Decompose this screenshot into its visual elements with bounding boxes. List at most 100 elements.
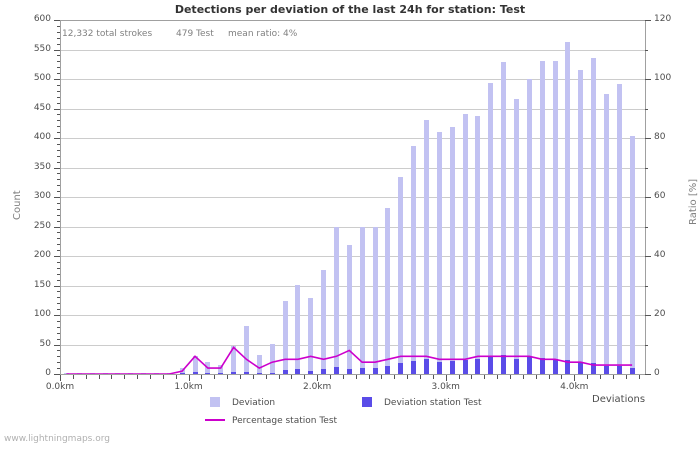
bar-deviation [423,119,429,374]
y-axis-right-tick [645,315,651,316]
y-axis-left-minor-tick [57,221,60,222]
gridline [60,315,645,316]
annotation-mean-ratio: mean ratio: 4% [228,29,298,39]
bar-deviation-station [398,363,404,374]
bar-deviation [436,132,442,374]
x-axis-minor-tick [459,375,460,379]
bar-deviation [539,61,545,374]
bar-deviation-station [603,365,609,374]
y-axis-left-tick-label: 500 [33,73,51,83]
y-axis-left-minor-tick [57,179,60,180]
bar-deviation-station [436,361,442,374]
x-axis-minor-tick [253,375,254,379]
watermark: www.lightningmaps.org [4,434,110,444]
x-axis-minor-tick [137,375,138,379]
bar-deviation-station [411,361,417,374]
y-axis-left-tick-label: 200 [33,250,51,260]
bar-deviation-station [385,365,391,374]
y-axis-left-minor-tick [57,209,60,210]
x-axis-major-tick [189,375,190,381]
bar-deviation [462,113,468,374]
y-axis-right-minor-tick [645,345,648,346]
y-axis-left-tick [54,227,60,228]
bar-deviation-station [616,365,622,374]
y-axis-left-tick [54,315,60,316]
bar-deviation [372,226,378,374]
legend-label: Deviation [232,398,276,408]
x-axis-minor-tick [343,375,344,379]
y-axis-left-tick [54,109,60,110]
y-axis-left-minor-tick [57,215,60,216]
y-axis-left-tick [54,50,60,51]
bar-deviation [565,42,571,374]
y-axis-left-tick-label: 600 [33,14,51,24]
y-axis-right-tick [645,138,651,139]
y-axis-left-minor-tick [57,303,60,304]
bar-deviation-station [539,358,545,374]
bar-deviation [488,83,494,374]
x-axis-minor-tick [369,375,370,379]
gridline [60,138,645,139]
y-axis-left-minor-tick [57,321,60,322]
gridline [60,226,645,228]
y-axis-left-minor-tick [57,232,60,233]
y-axis-left-minor-tick [57,91,60,92]
bar-deviation [385,207,391,374]
y-axis-left-minor-tick [57,32,60,33]
y-axis-left-minor-tick [57,333,60,334]
y-axis-right-tick-label: 80 [654,132,666,142]
x-axis-minor-tick [124,375,125,379]
x-axis-minor-tick [420,375,421,379]
bar-deviation [359,226,365,374]
y-axis-right-minor-tick [645,168,648,169]
y-axis-left-minor-tick [57,114,60,115]
x-axis-major-tick [574,375,575,381]
legend-swatch [362,397,372,407]
x-axis-minor-tick [86,375,87,379]
bar-deviation [552,60,558,374]
y-axis-left-tick-label: 0 [45,368,51,378]
x-axis-minor-tick [266,375,267,379]
x-axis-minor-tick [304,375,305,379]
bar-deviation [449,127,455,374]
y-axis-left-minor-tick [57,356,60,357]
bar-deviation-station [552,359,558,374]
y-axis-left-minor-tick [57,297,60,298]
y-axis-right-minor-tick [645,109,648,110]
bar-deviation [526,79,532,374]
y-axis-left-minor-tick [57,144,60,145]
bar-deviation [321,270,327,374]
y-axis-left-minor-tick [57,203,60,204]
x-axis-minor-tick [561,375,562,379]
y-axis-left-minor-tick [57,103,60,104]
y-axis-left-tick [54,79,60,80]
gridline [60,79,645,80]
plot-area [60,20,645,374]
bar-deviation [308,298,314,374]
y-axis-right-tick-label: 120 [654,14,672,24]
bar-deviation-station [526,357,532,374]
x-axis-minor-tick [73,375,74,379]
x-axis-minor-tick [291,375,292,379]
y-axis-left-tick [54,286,60,287]
y-axis-left-minor-tick [57,120,60,121]
gridline [60,285,645,287]
y-axis-left-minor-tick [57,268,60,269]
y-axis-left-minor-tick [57,185,60,186]
x-axis-minor-tick [587,375,588,379]
x-axis-minor-tick [150,375,151,379]
x-axis-minor-tick [330,375,331,379]
bar-deviation-station [423,359,429,374]
gridline [60,344,645,346]
bar-deviation [591,58,597,374]
x-axis-minor-tick [536,375,537,379]
y-axis-left-minor-tick [57,244,60,245]
gridline [60,108,645,110]
bar-deviation-station [462,359,468,374]
y-axis-left-minor-tick [57,291,60,292]
y-axis-right-minor-tick [645,286,648,287]
x-axis-minor-tick [626,375,627,379]
x-axis-minor-tick [201,375,202,379]
y-axis-left-tick-label: 350 [33,161,51,172]
